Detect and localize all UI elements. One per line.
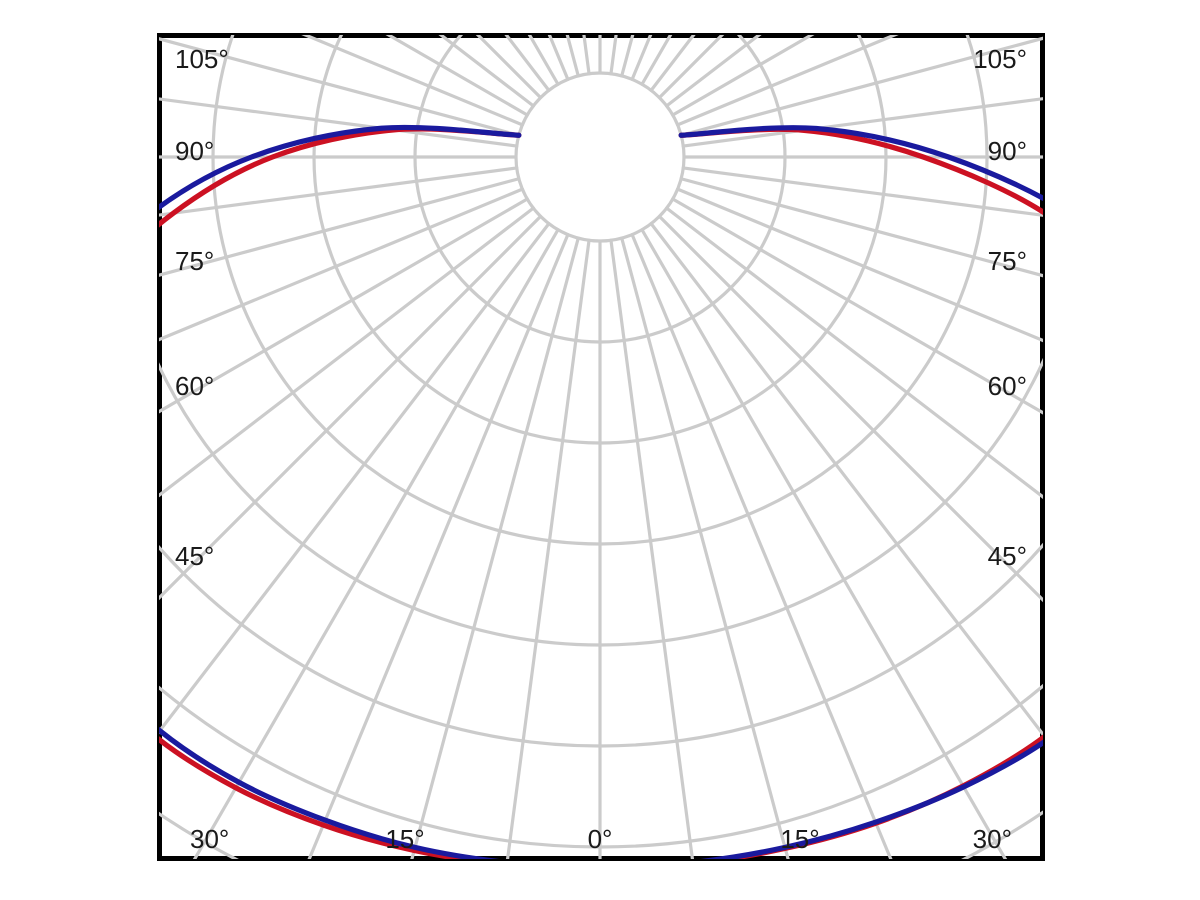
axis-label-left-3: 60°	[175, 371, 214, 401]
axis-label-bottom-2: 0°	[588, 824, 613, 854]
grid-spoke	[676, 187, 1043, 343]
axis-label-bottom-0: 30°	[190, 824, 229, 854]
grid-ring	[514, 71, 686, 243]
grid-spoke	[676, 35, 899, 127]
grid-spoke	[679, 177, 1043, 278]
grid-ring	[211, 35, 989, 546]
grid-spoke	[665, 206, 1043, 499]
grid-spoke	[159, 97, 519, 148]
axis-label-left-2: 75°	[175, 246, 214, 276]
axis-label-left-4: 45°	[175, 541, 214, 571]
grid-ring	[312, 35, 888, 445]
grid-spoke	[671, 197, 1043, 415]
grid-spoke	[307, 233, 570, 859]
grid-ring	[159, 542, 1043, 748]
grid-spoke	[159, 222, 551, 735]
grid-ring	[159, 357, 1043, 647]
grid-spoke	[640, 228, 1008, 859]
grid-spoke	[657, 214, 1043, 603]
axis-labels-left: 105° 90° 75° 60° 45°	[175, 44, 229, 571]
grid-spoke	[159, 37, 521, 137]
axis-label-left-0: 105°	[175, 44, 229, 74]
grid-spoke	[192, 228, 560, 859]
grid-spoke	[681, 166, 1043, 217]
grid-spoke	[159, 166, 519, 217]
axis-label-right-4: 45°	[988, 541, 1027, 571]
axis-labels-bottom: 30° 15° 0° 15° 30°	[190, 824, 1012, 854]
grid-spoke	[505, 238, 591, 859]
grid-spoke	[410, 236, 580, 859]
axis-label-right-1: 90°	[988, 136, 1027, 166]
axis-label-right-0: 105°	[973, 44, 1027, 74]
axis-label-right-3: 60°	[988, 371, 1027, 401]
grid-ring	[159, 683, 1043, 849]
axis-label-bottom-4: 30°	[973, 824, 1012, 854]
grid-ring	[413, 35, 787, 344]
grid-spoke	[649, 222, 1043, 737]
grid-spoke	[609, 238, 695, 859]
grid-spoke	[159, 206, 535, 498]
grid-spoke	[630, 233, 893, 859]
grid-spoke	[159, 177, 521, 277]
grid-spoke	[159, 214, 543, 601]
axis-label-bottom-3: 15°	[780, 824, 819, 854]
axis-label-bottom-1: 15°	[385, 824, 424, 854]
axis-labels-right: 105° 90° 75° 60° 45°	[973, 44, 1027, 571]
axis-label-right-2: 75°	[988, 246, 1027, 276]
grid-spoke	[620, 236, 790, 859]
axis-label-left-1: 90°	[175, 136, 214, 166]
grid-spoke	[301, 35, 524, 127]
grid-spoke	[679, 36, 1043, 137]
grid-spoke	[681, 97, 1043, 148]
grid-spoke	[159, 187, 524, 342]
grid-spoke	[159, 197, 529, 414]
